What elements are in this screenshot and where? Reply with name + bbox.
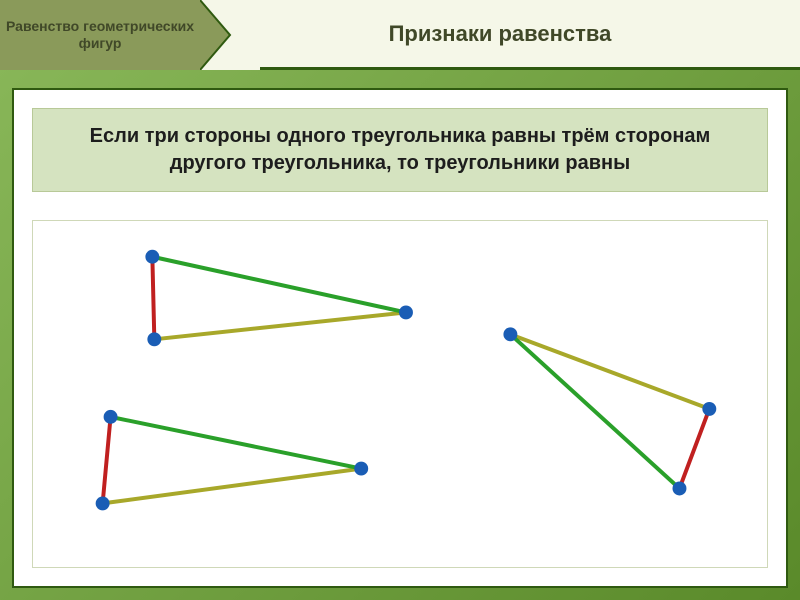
triangle-bottom-left-vertex-0	[104, 410, 118, 424]
main-title-bar: Признаки равенства	[200, 0, 800, 70]
triangle-bottom-left-edge-2	[111, 417, 362, 469]
triangle-bottom-left	[96, 410, 369, 510]
triangle-bottom-left-edge-0	[103, 417, 111, 504]
triangle-right-edge-0	[510, 334, 709, 409]
triangle-bottom-left-vertex-2	[354, 462, 368, 476]
triangle-top-left-edge-0	[152, 257, 154, 340]
content-panel: Если три стороны одного треугольника рав…	[12, 88, 788, 588]
header: Равенство геометрических фигур Признаки …	[0, 0, 800, 70]
sidebar-tab-label: Равенство геометрических фигур	[6, 18, 194, 53]
theorem-box: Если три стороны одного треугольника рав…	[32, 108, 768, 192]
triangle-top-left-vertex-1	[147, 332, 161, 346]
triangle-right-vertex-1	[702, 402, 716, 416]
triangle-right-vertex-0	[503, 327, 517, 341]
triangle-top-left-vertex-0	[145, 250, 159, 264]
triangle-right-edge-2	[510, 334, 679, 488]
triangle-bottom-left-edge-1	[103, 469, 362, 504]
slide-page: Равенство геометрических фигур Признаки …	[0, 0, 800, 600]
triangles-diagram	[33, 221, 767, 567]
triangle-top-left-edge-1	[154, 312, 406, 339]
triangle-top-left	[145, 250, 413, 346]
figure-area	[32, 220, 768, 568]
triangle-right-edge-1	[679, 409, 709, 489]
triangle-top-left-vertex-2	[399, 305, 413, 319]
triangle-top-left-edge-2	[152, 257, 406, 313]
tab-notch	[200, 0, 260, 70]
sidebar-tab: Равенство геометрических фигур	[0, 0, 200, 70]
theorem-text: Если три стороны одного треугольника рав…	[90, 125, 711, 174]
triangle-right-vertex-2	[673, 482, 687, 496]
triangle-right	[503, 327, 716, 495]
page-title: Признаки равенства	[389, 21, 612, 47]
triangle-bottom-left-vertex-1	[96, 496, 110, 510]
